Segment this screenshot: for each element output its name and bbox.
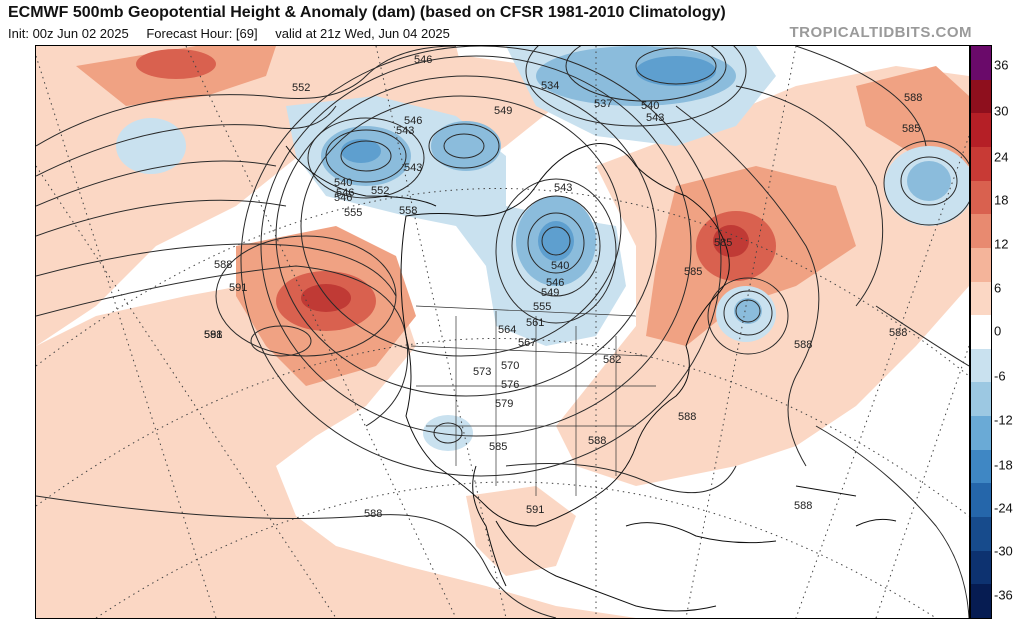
height-label: 540: [334, 177, 352, 189]
height-label: 543: [404, 162, 422, 174]
colorbar-swatch: [971, 113, 991, 148]
colorbar-swatch: [971, 517, 991, 552]
height-label: 588: [364, 508, 382, 520]
colorbar-swatch: [971, 483, 991, 518]
height-label: 573: [473, 366, 491, 378]
positive-anomaly-core: [301, 225, 749, 312]
height-label: 585: [489, 441, 507, 453]
height-label: 537: [594, 98, 612, 110]
colorbar-tick: 18: [994, 192, 1009, 208]
height-label: 588: [794, 500, 812, 512]
colorbar-tick: 6: [994, 280, 1002, 296]
height-label: 588: [678, 411, 696, 423]
height-label: 585: [714, 237, 732, 249]
forecast-hour: Forecast Hour: [69]: [146, 26, 258, 41]
height-label: 543: [554, 182, 572, 194]
height-label: 564: [498, 324, 516, 336]
colorbar-swatch: [971, 79, 991, 114]
height-label: 588: [794, 339, 812, 351]
height-label: 546: [404, 115, 422, 127]
height-labels: 546 552 543 546 549 534 537 540 543 543 …: [204, 54, 922, 520]
coastlines: [285, 143, 897, 612]
init-time: Init: 00z Jun 02 2025: [8, 26, 129, 41]
colorbar-swatch: [971, 550, 991, 585]
colorbar-tick: 30: [994, 103, 1009, 119]
colorbar-swatch: [971, 247, 991, 283]
height-label: 546: [414, 54, 432, 66]
height-label: 588: [588, 435, 606, 447]
height-label: 546: [336, 187, 354, 199]
height-label: 579: [495, 398, 513, 410]
height-label: 570: [501, 360, 519, 372]
height-label: 555: [533, 301, 551, 313]
colorbar-swatch: [971, 584, 991, 619]
height-label: 543: [646, 112, 664, 124]
colorbar-swatch: [971, 449, 991, 484]
map-title: ECMWF 500mb Geopotential Height & Anomal…: [8, 4, 726, 21]
height-label: 546: [546, 277, 564, 289]
height-label: 552: [371, 185, 389, 197]
height-label: 540: [641, 100, 659, 112]
height-label: 549: [494, 105, 512, 117]
height-label: 588: [904, 92, 922, 104]
colorbar-tick: -30: [994, 543, 1013, 559]
negative-anomaly-strong: [341, 56, 716, 261]
site-watermark: TROPICALTIDBITS.COM: [789, 24, 972, 41]
valid-time: valid at 21z Wed, Jun 04 2025: [275, 26, 450, 41]
colorbar-tick: -24: [994, 500, 1013, 516]
state-borders: [410, 305, 656, 496]
height-label: 588: [889, 327, 907, 339]
height-label: 588: [214, 259, 232, 271]
height-contours: [36, 46, 969, 618]
height-label: 567: [518, 337, 536, 349]
height-label: 585: [684, 266, 702, 278]
colorbar-swatch: [971, 348, 991, 383]
colorbar-tick: -18: [994, 457, 1013, 473]
height-label: 588: [204, 329, 222, 341]
colorbar-tick: -36: [994, 587, 1013, 603]
anomaly-colorbar: [970, 45, 992, 619]
height-label: 591: [229, 282, 247, 294]
colorbar-swatch: [971, 416, 991, 451]
height-label: 576: [501, 379, 519, 391]
colorbar-tick: -12: [994, 412, 1013, 428]
height-label: 549: [541, 287, 559, 299]
colorbar-swatch: [971, 180, 991, 215]
colorbar-swatch: [971, 281, 991, 316]
map-subtitle: Init: 00z Jun 02 2025 Forecast Hour: [69…: [8, 26, 464, 41]
weather-map: 546 552 543 546 549 534 537 540 543 543 …: [35, 45, 970, 619]
height-label: 561: [526, 317, 544, 329]
height-label: 585: [902, 123, 920, 135]
height-label: 543: [396, 125, 414, 137]
colorbar-swatch: [971, 382, 991, 417]
height-label: 546: [334, 192, 352, 204]
colorbar-tick: 24: [994, 149, 1009, 165]
height-label: 555: [344, 207, 362, 219]
height-label: 591: [526, 504, 544, 516]
colorbar-swatch: [971, 146, 991, 182]
colorbar-swatch: [971, 315, 991, 350]
colorbar-swatch: [971, 214, 991, 249]
height-label: 552: [292, 82, 310, 94]
height-label: 540: [551, 260, 569, 272]
colorbar-tick: 36: [994, 57, 1009, 73]
height-label: 591: [204, 329, 222, 341]
height-label: 534: [541, 80, 559, 92]
colorbar-swatch: [971, 46, 991, 81]
colorbar-tick: 0: [994, 323, 1002, 339]
lat-lon-grid: [36, 46, 969, 618]
height-label: 558: [399, 205, 417, 217]
colorbar-tick: 12: [994, 236, 1009, 252]
map-canvas: 546 552 543 546 549 534 537 540 543 543 …: [36, 46, 969, 618]
colorbar-tick: -6: [994, 368, 1006, 384]
height-label: 582: [603, 354, 621, 366]
colorbar-ticks: 36 30 24 18 12 6 0 -6 -12 -18 -24 -30 -3…: [990, 45, 1024, 617]
